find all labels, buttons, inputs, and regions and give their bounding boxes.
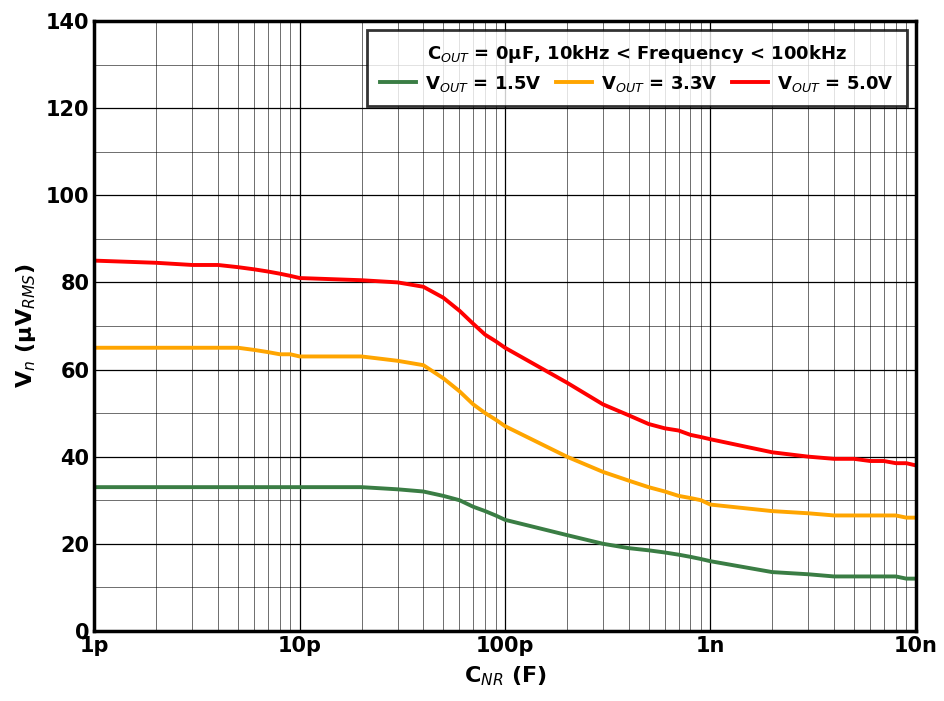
X-axis label: C$_{NR}$ (F): C$_{NR}$ (F) xyxy=(464,664,547,688)
Y-axis label: V$_{n}$ (μV$_{RMS}$): V$_{n}$ (μV$_{RMS}$) xyxy=(14,264,38,388)
Legend: V$_{OUT}$ = 1.5V, V$_{OUT}$ = 3.3V, V$_{OUT}$ = 5.0V: V$_{OUT}$ = 1.5V, V$_{OUT}$ = 3.3V, V$_{… xyxy=(367,30,906,107)
